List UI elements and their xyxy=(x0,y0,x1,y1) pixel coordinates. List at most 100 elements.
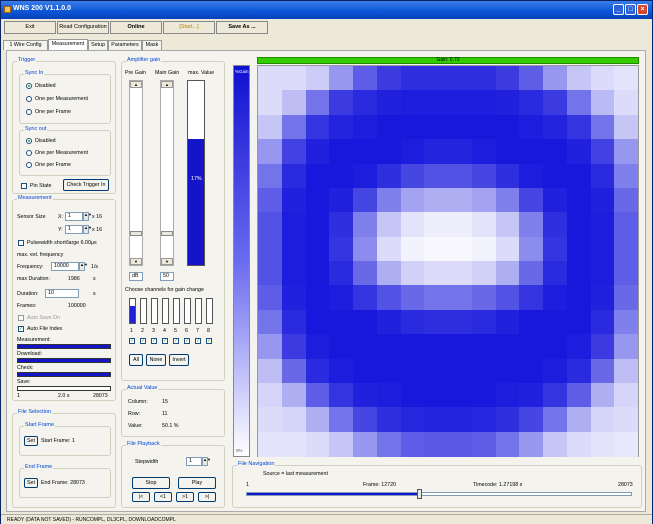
heatmap-cell[interactable] xyxy=(281,236,306,262)
heatmap-cell[interactable] xyxy=(424,285,449,311)
heatmap-cell[interactable] xyxy=(424,334,449,360)
heatmap-cell[interactable] xyxy=(495,139,520,165)
heatmap-cell[interactable] xyxy=(448,212,472,238)
heatmap-cell[interactable] xyxy=(471,358,496,384)
online-button[interactable]: Online xyxy=(110,21,162,34)
heatmap-cell[interactable] xyxy=(258,66,282,91)
heatmap-cell[interactable] xyxy=(353,236,377,262)
heatmap-cell[interactable] xyxy=(543,285,567,311)
close-button[interactable]: × xyxy=(637,4,648,15)
heatmap-cell[interactable] xyxy=(614,114,639,140)
heatmap-cell[interactable] xyxy=(258,431,282,457)
heatmap-cell[interactable] xyxy=(471,163,496,189)
heatmap-cell[interactable] xyxy=(543,358,567,384)
heatmap-cell[interactable] xyxy=(543,334,567,360)
heatmap-cell[interactable] xyxy=(400,66,425,91)
heatmap-cell[interactable] xyxy=(543,261,567,286)
main-gain-value[interactable]: 50 xyxy=(160,272,174,281)
heatmap-cell[interactable] xyxy=(614,236,639,262)
heatmap-cell[interactable] xyxy=(495,90,520,116)
heatmap-cell[interactable] xyxy=(590,358,615,384)
heatmap-cell[interactable] xyxy=(471,139,496,165)
y-size-input[interactable]: 1 xyxy=(65,225,83,234)
heatmap-cell[interactable] xyxy=(329,382,354,408)
heatmap-cell[interactable] xyxy=(329,431,354,457)
heatmap-cell[interactable] xyxy=(519,90,544,116)
heatmap-cell[interactable] xyxy=(376,382,401,408)
stop-button[interactable]: Stop xyxy=(132,477,170,489)
heatmap-cell[interactable] xyxy=(471,261,496,286)
heatmap-cell[interactable] xyxy=(519,309,544,335)
heatmap-cell[interactable] xyxy=(376,187,401,213)
frequency-spinner[interactable]: ▲▼ xyxy=(79,262,88,271)
heatmap-cell[interactable] xyxy=(376,261,401,286)
heatmap-cell[interactable] xyxy=(353,114,377,140)
heatmap-cell[interactable] xyxy=(376,358,401,384)
heatmap-cell[interactable] xyxy=(305,187,330,213)
heatmap-cell[interactable] xyxy=(590,90,615,116)
heatmap-cell[interactable] xyxy=(566,236,591,262)
heatmap-cell[interactable] xyxy=(495,114,520,140)
heatmap-cell[interactable] xyxy=(519,139,544,165)
sync-in-frame-radio[interactable] xyxy=(26,109,32,115)
heatmap-cell[interactable] xyxy=(281,187,306,213)
heatmap-cell[interactable] xyxy=(376,236,401,262)
heatmap-cell[interactable] xyxy=(281,114,306,140)
heatmap-cell[interactable] xyxy=(353,163,377,189)
heatmap-cell[interactable] xyxy=(519,236,544,262)
invert-channels-button[interactable]: Invert xyxy=(169,354,189,366)
heatmap-cell[interactable] xyxy=(353,382,377,408)
heatmap-cell[interactable] xyxy=(495,382,520,408)
heatmap-cell[interactable] xyxy=(590,431,615,457)
heatmap-cell[interactable] xyxy=(566,431,591,457)
heatmap-cell[interactable] xyxy=(424,187,449,213)
heatmap-cell[interactable] xyxy=(305,407,330,433)
stepwidth-spinner[interactable]: ▲▼ xyxy=(202,457,211,466)
channel-6-checkbox[interactable]: ✓ xyxy=(184,338,190,344)
auto-save-checkbox[interactable] xyxy=(18,315,24,321)
heatmap-cell[interactable] xyxy=(590,163,615,189)
heatmap-cell[interactable] xyxy=(353,431,377,457)
heatmap-cell[interactable] xyxy=(305,212,330,238)
heatmap-cell[interactable] xyxy=(376,139,401,165)
heatmap-cell[interactable] xyxy=(519,163,544,189)
auto-file-index-checkbox[interactable]: ✓ xyxy=(18,326,24,332)
heatmap-cell[interactable] xyxy=(448,261,472,286)
heatmap-cell[interactable] xyxy=(495,236,520,262)
heatmap-cell[interactable] xyxy=(614,66,639,91)
heatmap-cell[interactable] xyxy=(329,334,354,360)
heatmap-cell[interactable] xyxy=(495,309,520,335)
heatmap-cell[interactable] xyxy=(614,382,639,408)
heatmap-cell[interactable] xyxy=(353,309,377,335)
heatmap-cell[interactable] xyxy=(471,431,496,457)
heatmap-cell[interactable] xyxy=(519,212,544,238)
heatmap-cell[interactable] xyxy=(590,285,615,311)
main-gain-up-arrow[interactable]: ▲ xyxy=(161,81,173,88)
sync-in-disabled-radio[interactable] xyxy=(26,83,32,89)
heatmap-cell[interactable] xyxy=(519,285,544,311)
heatmap-cell[interactable] xyxy=(400,212,425,238)
heatmap-cell[interactable] xyxy=(519,66,544,91)
heatmap-cell[interactable] xyxy=(329,261,354,286)
y-size-spinner[interactable]: ▲▼ xyxy=(83,225,92,234)
heatmap-cell[interactable] xyxy=(281,309,306,335)
heatmap-cell[interactable] xyxy=(329,90,354,116)
heatmap-cell[interactable] xyxy=(305,90,330,116)
sync-out-frame-radio[interactable] xyxy=(26,162,32,168)
heatmap-cell[interactable] xyxy=(471,407,496,433)
x-size-input[interactable]: 1 xyxy=(65,212,83,221)
heatmap-cell[interactable] xyxy=(281,90,306,116)
heatmap-cell[interactable] xyxy=(614,261,639,286)
heatmap-cell[interactable] xyxy=(614,358,639,384)
heatmap-cell[interactable] xyxy=(281,358,306,384)
pre-gain-value[interactable]: dB xyxy=(129,272,143,281)
heatmap-cell[interactable] xyxy=(376,431,401,457)
channel-8-checkbox[interactable]: ✓ xyxy=(206,338,212,344)
heatmap-cell[interactable] xyxy=(448,382,472,408)
pre-gain-slider[interactable]: ▲ ▼ xyxy=(129,80,143,266)
heatmap-cell[interactable] xyxy=(519,187,544,213)
heatmap-cell[interactable] xyxy=(495,66,520,91)
heatmap-cell[interactable] xyxy=(448,431,472,457)
heatmap-cell[interactable] xyxy=(305,382,330,408)
heatmap-cell[interactable] xyxy=(258,261,282,286)
